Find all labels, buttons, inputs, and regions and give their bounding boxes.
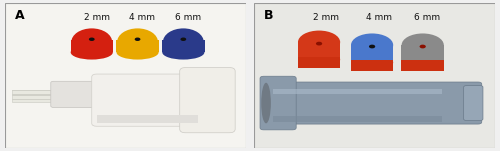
Text: 2 mm: 2 mm	[314, 13, 340, 22]
Circle shape	[180, 37, 186, 41]
Ellipse shape	[351, 55, 393, 70]
Ellipse shape	[402, 55, 444, 70]
Ellipse shape	[117, 28, 158, 56]
Circle shape	[134, 37, 140, 41]
Bar	[402, 59, 444, 71]
Ellipse shape	[298, 52, 340, 67]
Bar	[162, 40, 204, 52]
Ellipse shape	[298, 31, 340, 54]
FancyBboxPatch shape	[262, 82, 482, 124]
Ellipse shape	[163, 28, 204, 56]
Circle shape	[316, 42, 322, 45]
Ellipse shape	[351, 34, 393, 57]
FancyBboxPatch shape	[180, 67, 235, 133]
FancyBboxPatch shape	[92, 74, 202, 126]
Bar	[12, 94, 65, 96]
FancyBboxPatch shape	[464, 86, 483, 120]
Circle shape	[369, 45, 375, 48]
Text: 4 mm: 4 mm	[130, 13, 156, 22]
Bar	[96, 115, 198, 123]
Text: 4 mm: 4 mm	[366, 13, 392, 22]
Text: B: B	[264, 9, 273, 22]
FancyBboxPatch shape	[51, 81, 108, 107]
Circle shape	[89, 37, 94, 41]
Bar	[116, 40, 159, 52]
Text: A: A	[14, 9, 24, 22]
Bar	[12, 90, 65, 92]
Bar	[274, 116, 442, 122]
Bar	[351, 59, 394, 71]
Ellipse shape	[162, 45, 204, 59]
Bar	[70, 40, 113, 52]
Bar	[298, 42, 341, 57]
Ellipse shape	[402, 34, 444, 57]
Ellipse shape	[70, 45, 113, 59]
Ellipse shape	[261, 83, 271, 123]
Text: 2 mm: 2 mm	[84, 13, 110, 22]
Circle shape	[420, 45, 426, 48]
Bar	[12, 90, 56, 102]
Text: 6 mm: 6 mm	[175, 13, 201, 22]
Ellipse shape	[116, 45, 158, 59]
Ellipse shape	[72, 28, 112, 56]
FancyBboxPatch shape	[260, 76, 296, 130]
Bar	[274, 88, 442, 94]
Bar	[12, 99, 65, 100]
Bar	[402, 45, 444, 59]
Bar	[298, 57, 341, 68]
Text: 6 mm: 6 mm	[414, 13, 440, 22]
Bar	[351, 45, 394, 59]
